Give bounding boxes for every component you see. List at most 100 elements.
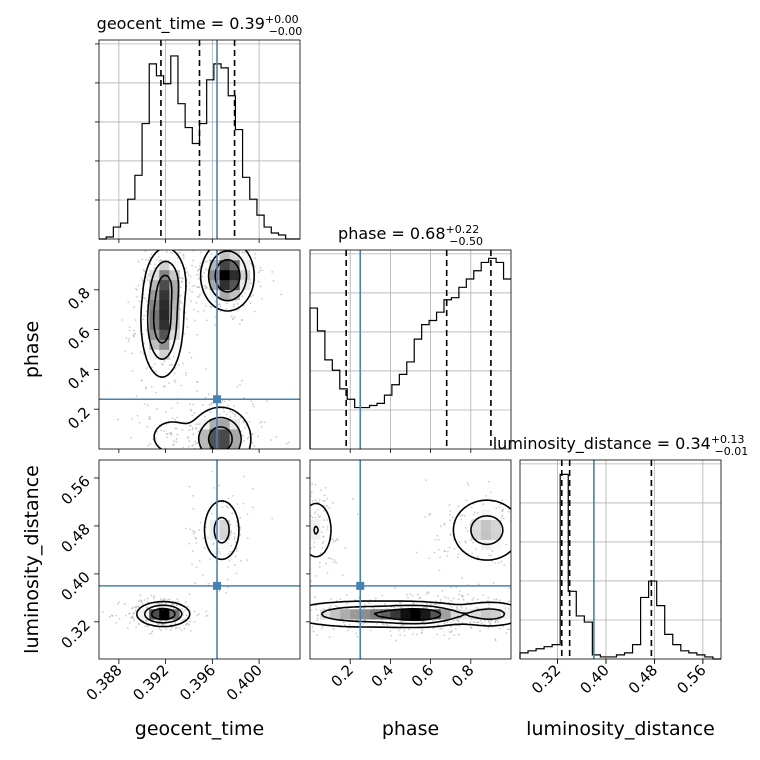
sample-point [335, 604, 337, 607]
sample-point [533, 631, 535, 633]
sample-point [502, 508, 505, 511]
sample-point [234, 413, 236, 416]
sample-point [247, 239, 249, 241]
sample-point [328, 507, 331, 510]
sample-point [488, 554, 491, 557]
sample-point [488, 620, 491, 623]
sample-point [521, 515, 523, 517]
sample-point [432, 627, 435, 630]
sample-point [188, 288, 191, 291]
sample-point [128, 326, 131, 329]
sample-point [170, 456, 172, 458]
sample-point [351, 498, 354, 500]
sample-point [537, 604, 539, 606]
sample-point [363, 607, 365, 609]
sample-point [258, 244, 260, 246]
sample-point [467, 483, 470, 486]
sample-point [134, 319, 137, 322]
sample-point [243, 452, 245, 454]
sample-point [174, 418, 176, 421]
density-cell [430, 609, 441, 620]
sample-point [203, 309, 206, 312]
sample-point [193, 620, 196, 623]
sample-point [166, 245, 168, 247]
sample-point [195, 301, 198, 304]
sample-point [358, 601, 360, 604]
sample-point [325, 562, 327, 565]
sample-point [146, 279, 149, 281]
density-cell [219, 259, 230, 271]
density-cell [149, 339, 160, 350]
sample-point [399, 602, 402, 605]
sample-point [477, 607, 479, 610]
density-cell [159, 289, 170, 301]
sample-point [145, 258, 147, 261]
sample-point [455, 619, 458, 621]
x-tick-label: 0.48 [625, 661, 661, 697]
x-tick-label: 0.396 [176, 661, 219, 704]
sample-point [238, 216, 240, 218]
histogram-title: luminosity_distance = 0.34+0.13 −0.01 [493, 433, 749, 458]
sample-point [143, 403, 146, 405]
density-area [248, 465, 539, 642]
sample-point [248, 612, 250, 614]
sample-point [311, 626, 314, 629]
sample-point [156, 430, 158, 433]
y-tick-label: 0.56 [57, 472, 93, 508]
sample-point [190, 300, 193, 303]
sample-point [198, 465, 200, 467]
sample-point [254, 252, 256, 255]
sample-point [225, 308, 228, 311]
sample-point [222, 501, 225, 504]
sample-point [102, 610, 104, 613]
sample-point [449, 625, 452, 628]
sample-point [206, 614, 209, 617]
sample-point [175, 458, 177, 460]
sample-point [201, 291, 204, 294]
sample-point [449, 519, 452, 522]
sample-point [303, 588, 305, 590]
sample-point [321, 625, 324, 628]
sample-point [460, 518, 463, 521]
sample-point [194, 423, 197, 426]
sample-point [202, 537, 204, 540]
title-main: luminosity_distance = 0.34 [493, 434, 711, 454]
sample-point [415, 633, 418, 636]
sample-point [533, 614, 535, 616]
sample-point [226, 578, 229, 581]
density-cell [159, 259, 170, 271]
sample-point [173, 440, 176, 443]
sample-point [412, 602, 415, 605]
sample-point [212, 542, 215, 545]
sample-point [465, 499, 468, 502]
sample-point [144, 625, 147, 627]
sample-point [181, 277, 184, 280]
sample-point [146, 600, 149, 603]
sample-point [218, 413, 221, 416]
sample-point [242, 421, 245, 424]
sample-point [155, 407, 158, 410]
sample-point [438, 569, 441, 572]
sample-point [466, 601, 469, 604]
sample-point [231, 318, 234, 320]
sample-point [512, 617, 514, 619]
sample-point [235, 547, 238, 550]
sample-point [297, 607, 299, 609]
sample-point [183, 627, 186, 630]
sample-point [462, 595, 465, 598]
sample-point [170, 363, 173, 366]
sample-point [261, 298, 263, 300]
sample-point [259, 285, 262, 288]
sample-point [222, 408, 225, 410]
sample-point [186, 271, 189, 274]
sample-point [189, 620, 191, 623]
sample-point [472, 541, 474, 544]
sample-point [213, 486, 215, 489]
sample-point [474, 511, 476, 514]
sample-point [394, 587, 396, 590]
sample-point [209, 558, 211, 561]
sample-point [191, 291, 193, 293]
sample-point [118, 618, 121, 620]
sample-point [128, 329, 131, 332]
sample-point [292, 571, 294, 573]
